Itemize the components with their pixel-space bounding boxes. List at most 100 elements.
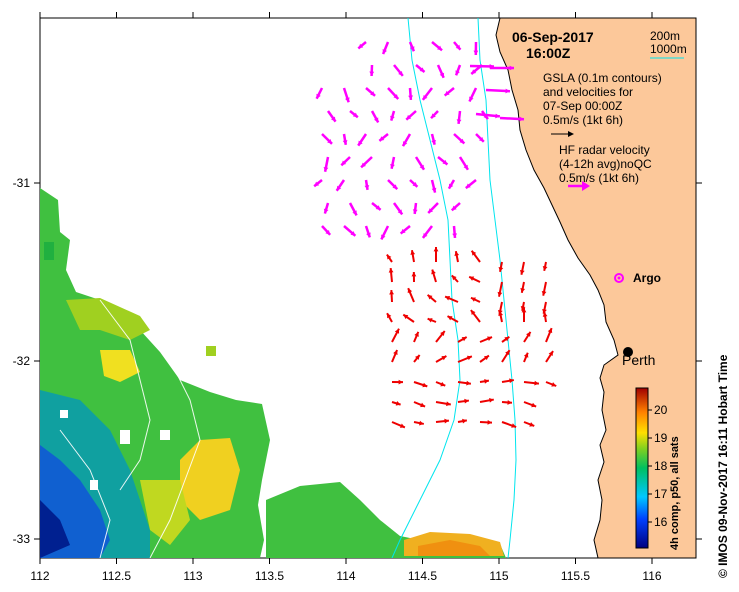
radar-arrow [465, 179, 477, 190]
gsla-arrow [435, 418, 450, 424]
gsla-note-line4: 0.5m/s (1kt 6h) [543, 113, 623, 127]
gsla-arrow [542, 261, 548, 272]
gsla-arrow [435, 381, 446, 387]
gsla-arrow [457, 398, 470, 404]
radar-arrow [485, 88, 511, 94]
radar-arrow [387, 87, 400, 100]
radar-arrow [405, 110, 417, 121]
radar-arrow [365, 87, 376, 97]
gsla-arrow [545, 381, 557, 387]
gsla-arrow [501, 421, 517, 428]
radar-arrow [323, 202, 330, 214]
radar-arrow [378, 133, 389, 142]
gsla-arrow [501, 378, 515, 384]
y-tick-label: -32 [13, 354, 31, 368]
radar-arrow [371, 202, 382, 211]
radar-arrow [315, 87, 324, 100]
radar-arrow [499, 116, 525, 122]
colorbar-tick-label: 16 [654, 515, 668, 529]
gsla-arrow [523, 352, 529, 363]
gsla-arrow [388, 267, 394, 283]
radar-arrow [431, 41, 443, 52]
radar-arrow [349, 110, 359, 119]
gsla-arrow [542, 311, 548, 323]
radar-arrow [415, 64, 426, 73]
colorbar-label: 4h comp, p50, all sats [669, 436, 681, 550]
gsla-arrow [501, 349, 511, 363]
gsla-arrow [521, 307, 527, 323]
gsla-scale-arrow [551, 131, 574, 137]
gsla-arrow [501, 335, 510, 343]
gsla-arrow [519, 261, 525, 275]
gsla-arrow [497, 281, 503, 297]
radar-note-line2: (4-12h avg)noQC [559, 157, 652, 171]
y-axis: -31 -32 -33 [13, 176, 702, 546]
radar-arrow [490, 65, 514, 71]
gsla-arrow [479, 378, 490, 384]
x-tick-label: 114.5 [408, 569, 437, 583]
gsla-arrow [523, 401, 537, 408]
gsla-arrow [431, 269, 437, 283]
argo-marker [614, 273, 624, 283]
radar-arrow [364, 225, 371, 238]
colorbar-tick-label: 19 [654, 431, 668, 445]
gsla-arrow [479, 354, 490, 363]
gsla-arrow [498, 311, 503, 323]
colorbar-tick-label: 20 [654, 403, 668, 417]
radar-arrow [390, 156, 396, 170]
radar-arrow [412, 202, 418, 215]
radar-arrow [475, 133, 485, 143]
gsla-arrow [413, 401, 426, 408]
radar-arrow [421, 225, 433, 239]
radar-arrow [430, 179, 437, 193]
radar-arrow [437, 156, 449, 166]
radar-arrow [392, 202, 404, 216]
radar-arrow [399, 225, 411, 235]
gsla-arrow [444, 295, 459, 303]
gsla-arrow [501, 400, 513, 405]
gsla-arrow [451, 274, 459, 283]
gsla-arrow [545, 350, 554, 363]
radar-arrow [409, 179, 419, 188]
hf-radar-arrows [313, 41, 525, 241]
gsla-arrow [523, 380, 540, 386]
gsla-arrow [411, 271, 417, 283]
gsla-arrow [402, 313, 415, 323]
radar-note-line1: HF radar velocity [559, 143, 650, 157]
gsla-arrow [391, 328, 400, 343]
x-tick-label: 116 [642, 569, 661, 583]
gsla-arrow [410, 250, 416, 263]
gsla-arrow [447, 315, 459, 323]
radar-arrow [381, 41, 390, 55]
gsla-contours [59, 299, 201, 558]
gsla-arrow [391, 349, 399, 363]
gsla-arrow [413, 331, 420, 343]
radar-arrow [447, 179, 456, 190]
gsla-arrow [523, 331, 532, 343]
radar-arrow [342, 133, 348, 146]
radar-arrow [390, 110, 396, 121]
gsla-arrow [470, 250, 481, 263]
radar-arrow [360, 156, 373, 169]
gsla-arrow [457, 380, 472, 386]
radar-arrow [340, 156, 351, 167]
gsla-arrow [386, 254, 393, 263]
gsla-note-line1: GSLA (0.1m contours) [543, 71, 662, 85]
radar-arrow [475, 112, 501, 119]
colorbar-tick-label: 17 [654, 487, 668, 501]
gsla-arrow [470, 296, 481, 303]
legend-1000m: 1000m [650, 42, 687, 56]
radar-arrow [456, 110, 462, 125]
gsla-note-line3: 07-Sep 00:00Z [543, 99, 622, 113]
radar-arrow [430, 133, 436, 145]
radar-arrow [326, 110, 337, 123]
gsla-arrow [427, 317, 437, 323]
radar-arrow [342, 87, 350, 103]
gsla-arrow [433, 246, 439, 263]
perth-marker [623, 347, 633, 357]
gsla-arrow [391, 401, 401, 406]
radar-arrow [387, 179, 399, 191]
argo-label: Argo [633, 271, 661, 285]
gsla-arrow [435, 355, 447, 363]
